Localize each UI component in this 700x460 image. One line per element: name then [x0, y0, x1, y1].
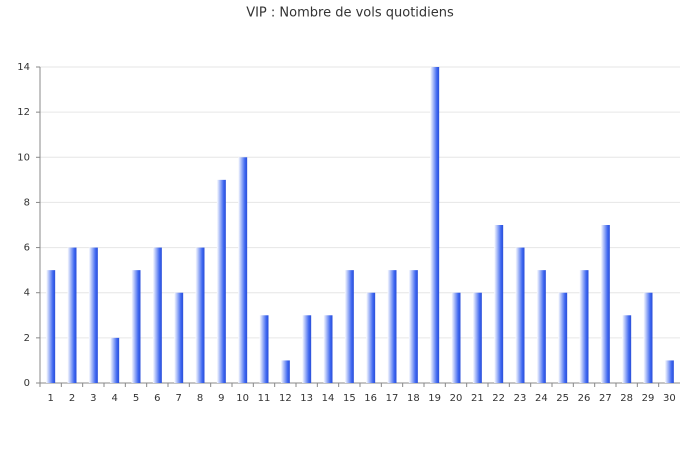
x-tick-label: 27: [599, 393, 612, 404]
x-tick-label: 10: [236, 393, 249, 404]
bar: [67, 247, 77, 383]
x-tick-label: 23: [514, 393, 527, 404]
bar: [216, 179, 226, 383]
y-tick-label: 6: [24, 243, 30, 254]
x-tick-label: 20: [450, 393, 463, 404]
x-tick-label: 8: [197, 393, 203, 404]
y-tick-label: 4: [24, 288, 30, 299]
bar: [280, 360, 290, 383]
bar: [664, 360, 674, 383]
x-tick-label: 14: [322, 393, 335, 404]
x-tick-label: 21: [471, 393, 484, 404]
bar: [131, 270, 141, 383]
x-tick-label: 5: [133, 393, 139, 404]
x-tick-label: 4: [111, 393, 117, 404]
bar: [579, 270, 589, 383]
x-tick-label: 3: [90, 393, 96, 404]
y-tick-label: 8: [24, 197, 30, 208]
y-tick-label: 10: [17, 152, 30, 163]
bar: [110, 337, 120, 383]
bar: [472, 292, 482, 383]
y-tick-label: 14: [17, 62, 30, 73]
bar: [152, 247, 162, 383]
bar: [88, 247, 98, 383]
bar: [515, 247, 525, 383]
bar: [451, 292, 461, 383]
chart-title: VIP : Nombre de vols quotidiens: [246, 6, 454, 21]
bar: [238, 157, 248, 383]
bar: [430, 67, 440, 383]
x-tick-label: 19: [428, 393, 441, 404]
bar: [600, 225, 610, 383]
bar: [536, 270, 546, 383]
bar: [494, 225, 504, 383]
x-tick-label: 17: [386, 393, 399, 404]
x-tick-label: 2: [69, 393, 75, 404]
x-tick-label: 6: [154, 393, 160, 404]
x-tick-label: 30: [663, 393, 676, 404]
bar: [558, 292, 568, 383]
bar: [195, 247, 205, 383]
x-tick-label: 13: [300, 393, 313, 404]
bar: [302, 315, 312, 383]
bar: [643, 292, 653, 383]
y-tick-label: 12: [17, 107, 30, 118]
x-tick-label: 25: [556, 393, 569, 404]
bar: [344, 270, 354, 383]
bar: [174, 292, 184, 383]
bar: [408, 270, 418, 383]
x-tick-label: 26: [578, 393, 591, 404]
x-tick-label: 9: [218, 393, 224, 404]
x-tick-label: 1: [47, 393, 53, 404]
bar: [323, 315, 333, 383]
x-tick-label: 24: [535, 393, 548, 404]
y-tick-label: 2: [24, 333, 30, 344]
x-tick-label: 28: [620, 393, 633, 404]
x-tick-label: 11: [258, 393, 271, 404]
x-tick-label: 16: [364, 393, 377, 404]
x-tick-label: 15: [343, 393, 356, 404]
x-tick-label: 22: [492, 393, 505, 404]
x-tick-label: 12: [279, 393, 292, 404]
bar: [46, 270, 56, 383]
bar: [366, 292, 376, 383]
bar: [387, 270, 397, 383]
x-tick-label: 29: [642, 393, 655, 404]
bar: [622, 315, 632, 383]
x-tick-label: 7: [175, 393, 181, 404]
x-tick-label: 18: [407, 393, 420, 404]
y-tick-label: 0: [24, 378, 30, 389]
bar: [259, 315, 269, 383]
